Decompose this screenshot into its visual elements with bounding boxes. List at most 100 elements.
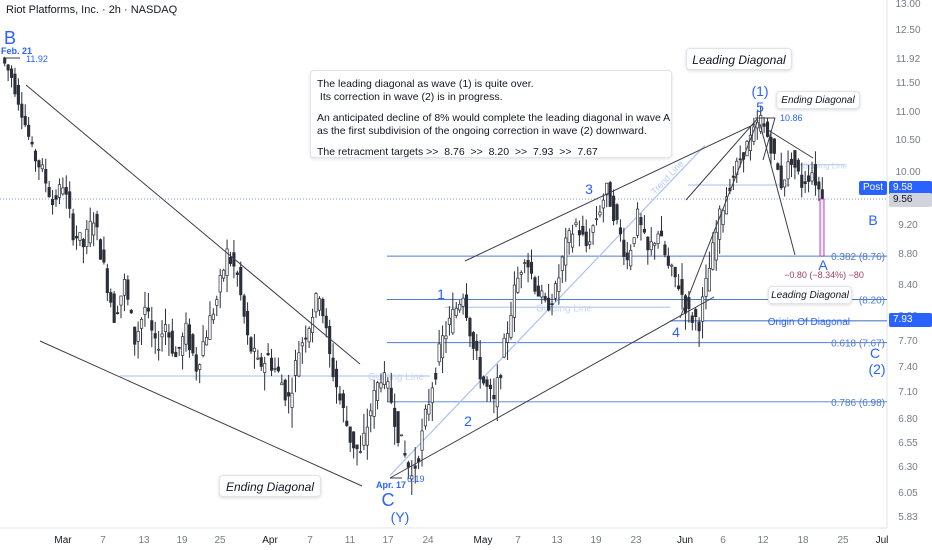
candle-body <box>649 241 653 251</box>
candle-body <box>396 411 400 443</box>
candle-body <box>33 150 38 162</box>
candle-body <box>187 324 191 351</box>
candle-body <box>588 241 592 245</box>
wave-paren-2-label: (2) <box>868 361 885 377</box>
candle-body <box>181 336 185 356</box>
candle-body <box>30 141 34 145</box>
candle-body <box>793 150 797 168</box>
candle-body <box>259 357 263 367</box>
candle-body <box>711 242 715 270</box>
time-tick-label: 7 <box>307 535 313 546</box>
price-tick-label: 6.55 <box>898 438 918 449</box>
time-tick-label: 19 <box>590 535 602 546</box>
candle-body <box>129 309 133 314</box>
candle-body <box>160 333 164 338</box>
candle-body <box>817 181 821 190</box>
note-line-1: The leading diagonal as wave (1) is quit… <box>317 78 534 90</box>
candle-body <box>119 295 123 306</box>
callout-ending-diagonal-right[interactable]: Ending Diagonal <box>776 91 860 109</box>
time-tick-label: 19 <box>176 535 188 546</box>
note-line-3: An anticipated decline of 8% would compl… <box>317 112 671 124</box>
candle-body <box>495 377 499 408</box>
time-tick-label: 6 <box>720 535 726 546</box>
candle-body <box>437 343 441 363</box>
candle-body <box>341 393 345 409</box>
apr17-label: Apr. 17 <box>376 480 406 490</box>
candle-body <box>478 356 482 380</box>
candle-body <box>136 331 140 342</box>
candle-body <box>447 317 451 326</box>
candle-body <box>92 222 96 236</box>
candle-body <box>475 340 479 351</box>
candle-body <box>57 184 61 198</box>
candle-body <box>420 430 424 451</box>
candle-body <box>687 297 691 310</box>
fib-label-0382: 0.382 (8.76) <box>831 252 885 263</box>
candle-body <box>601 199 605 209</box>
time-tick-label: 7 <box>100 535 106 546</box>
candle-body <box>3 57 7 64</box>
candle-body <box>273 367 277 370</box>
candle-body <box>228 256 233 264</box>
callout-leading-diagonal-top[interactable]: Leading Diagonal <box>686 48 792 70</box>
candle-body <box>9 68 14 78</box>
candle-body <box>64 187 68 195</box>
price-tick-label: 7.10 <box>898 387 918 398</box>
measure-bar <box>819 198 825 257</box>
candle-body <box>321 298 325 317</box>
candle-body <box>512 284 516 318</box>
analysis-note[interactable]: The leading diagonal as wave (1) is quit… <box>310 70 672 158</box>
callout-leading-diagonal-small[interactable]: Leading Diagonal <box>768 286 852 304</box>
price-tick-label: 10.50 <box>895 135 920 146</box>
wave-paren-1-label: (1) <box>751 83 768 99</box>
candle-body <box>783 179 787 188</box>
candle-body <box>471 332 475 349</box>
candle-body <box>427 404 431 415</box>
candle-body <box>598 211 602 216</box>
candle-body <box>222 269 226 279</box>
price-tick-label: 6.05 <box>898 488 918 499</box>
candle-body <box>519 272 523 275</box>
time-tick-label: 25 <box>837 535 849 546</box>
price-tick-label: 8.40 <box>898 280 918 291</box>
candle-body <box>632 237 636 244</box>
price-tick-label: 13.00 <box>895 0 920 10</box>
measure-label: −0.80 (−8.34%) −80 <box>784 270 864 280</box>
candle-body <box>571 233 575 248</box>
candle-body <box>482 376 486 384</box>
candle-body <box>615 204 619 220</box>
callout-ending-diagonal-left[interactable]: Ending Diagonal <box>219 475 321 497</box>
time-tick-label: 13 <box>138 535 150 546</box>
ending-diag-inner-line-2 <box>762 117 776 161</box>
candle-body <box>499 375 503 379</box>
origin-of-diagonal-label: Origin Of Diagonal <box>768 317 850 328</box>
guiding-line-label-mid: Guiding Line <box>536 303 593 314</box>
price-tick-label: 12.50 <box>895 25 920 36</box>
candle-body <box>776 163 780 170</box>
candle-body <box>20 103 24 118</box>
candle-body <box>509 315 513 338</box>
candle-body <box>468 318 472 337</box>
candle-body <box>656 233 660 244</box>
time-tick-label: Jul <box>876 535 889 546</box>
leading-diagonal-lower-line <box>389 296 715 479</box>
candle-body <box>208 315 212 340</box>
wave-c-bottom: C <box>382 490 395 510</box>
candle-body <box>16 84 20 105</box>
candle-body <box>163 324 168 332</box>
candle-body <box>109 292 113 303</box>
candle-body <box>78 232 82 241</box>
candle-body <box>765 121 770 137</box>
candle-body <box>612 195 616 222</box>
candle-body <box>146 307 150 312</box>
candle-body <box>622 239 626 257</box>
candle-body <box>800 174 804 188</box>
candle-body <box>174 351 178 358</box>
candle-body <box>608 182 612 207</box>
high-1192-label: 11.92 <box>26 54 48 64</box>
candle-body <box>177 347 181 349</box>
candle-body <box>157 348 161 351</box>
candle-body <box>464 294 469 319</box>
